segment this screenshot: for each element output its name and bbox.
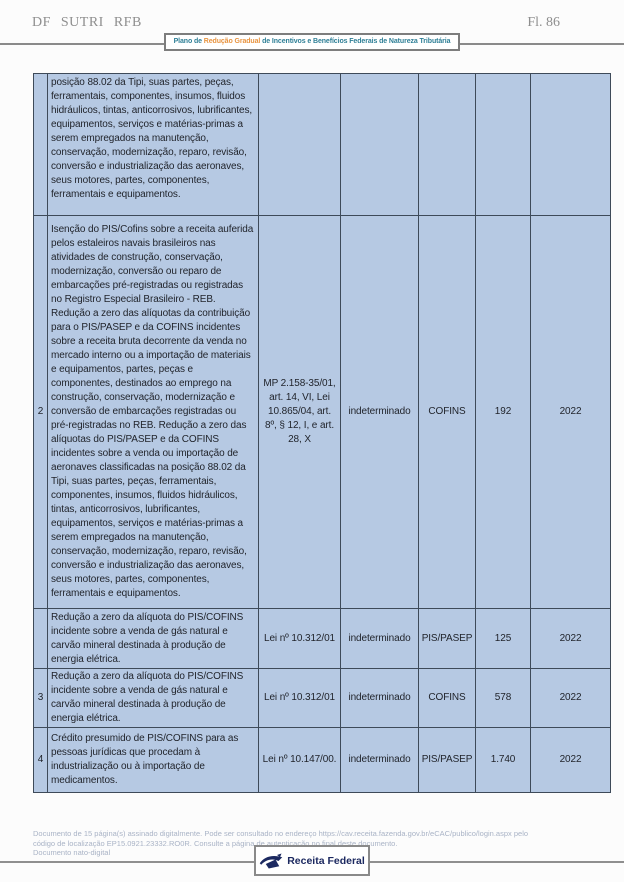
tax-cell: PIS/PASEP [418, 727, 476, 793]
document-title-banner: Plano de Redução Gradual de Incentivos e… [163, 33, 461, 51]
signature-notice: Documento de 15 página(s) assinado digit… [33, 829, 608, 858]
legal-basis-cell: MP 2.158-35/01, art. 14, VI, Lei 10.865/… [258, 215, 341, 609]
value-cell: 578 [475, 668, 531, 728]
receita-federal-logo: Receita Federal [254, 845, 370, 876]
table-row: 2 Isenção do PIS/Cofins sobre a receita … [33, 215, 611, 609]
signature-notice-line1: Documento de 15 página(s) assinado digit… [33, 829, 529, 838]
tax-cell: PIS/PASEP [418, 608, 476, 669]
page-folio-number: Fl. 86 [527, 15, 560, 30]
year-cell: 2022 [530, 608, 611, 669]
value-cell: 1.740 [475, 727, 531, 793]
benefits-table: posição 88.02 da Tipi, suas partes, peça… [33, 73, 611, 793]
banner-container: Plano de Redução Gradual de Incentivos e… [0, 33, 624, 51]
banner-text-suffix: de Incentivos e Benefícios Federais de N… [260, 38, 451, 45]
year-cell: 2022 [530, 215, 611, 609]
description-cell: Crédito presumido de PIS/COFINS para as … [47, 727, 259, 793]
tax-cell [418, 73, 476, 216]
table-row: 4 Crédito presumido de PIS/COFINS para a… [33, 727, 611, 793]
receita-federal-logo-label: Receita Federal [287, 854, 365, 867]
row-number-cell [33, 608, 48, 669]
description-cell: Isenção do PIS/Cofins sobre a receita au… [47, 215, 259, 609]
table-row: Redução a zero da alíquota do PIS/COFINS… [33, 608, 611, 669]
year-cell: 2022 [530, 668, 611, 728]
signature-notice-line2: código de localização EP15.0921.23332.RO… [33, 838, 398, 848]
banner-text-prefix: Plano de [173, 38, 204, 45]
term-cell: indeterminado [340, 668, 419, 728]
term-cell: indeterminado [340, 608, 419, 669]
row-number-cell: 2 [33, 215, 48, 609]
row-number-cell [33, 73, 48, 216]
term-cell [340, 73, 419, 216]
description-cell: posição 88.02 da Tipi, suas partes, peça… [47, 73, 259, 216]
table-row: 3 Redução a zero da alíquota do PIS/COFI… [33, 668, 611, 728]
table-row: posição 88.02 da Tipi, suas partes, peça… [33, 73, 611, 216]
legal-basis-cell: Lei nº 10.147/00. [258, 727, 341, 793]
legal-basis-cell: Lei nº 10.312/01 [258, 668, 341, 728]
tax-cell: COFINS [418, 215, 476, 609]
row-number-cell: 3 [33, 668, 48, 728]
description-cell: Redução a zero da alíquota do PIS/COFINS… [47, 608, 259, 669]
value-cell: 125 [475, 608, 531, 669]
legal-basis-cell [258, 73, 341, 216]
banner-text-highlight: Redução Gradual [203, 38, 261, 45]
value-cell: 192 [475, 215, 531, 609]
row-number-cell: 4 [33, 727, 48, 793]
legal-basis-cell: Lei nº 10.312/01 [258, 608, 341, 669]
description-cell: Redução a zero da alíquota do PIS/COFINS… [47, 668, 259, 728]
logo-container: Receita Federal [0, 845, 624, 876]
value-cell [475, 73, 531, 216]
term-cell: indeterminado [340, 215, 419, 609]
receita-federal-logo-icon [259, 852, 283, 870]
signature-notice-line3: Documento nato-digital [33, 848, 111, 857]
header-org-label: DF SUTRI RFB [32, 15, 142, 30]
term-cell: indeterminado [340, 727, 419, 793]
year-cell: 2022 [530, 727, 611, 793]
tax-cell: COFINS [418, 668, 476, 728]
year-cell [530, 73, 611, 216]
